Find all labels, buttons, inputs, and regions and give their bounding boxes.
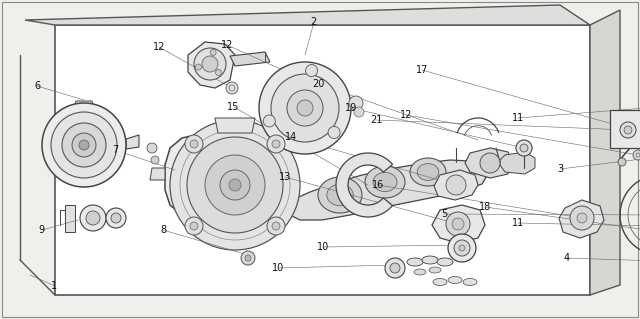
Polygon shape — [590, 10, 620, 295]
Text: 6: 6 — [34, 81, 40, 91]
Circle shape — [454, 240, 470, 256]
Text: 8: 8 — [160, 225, 166, 235]
Circle shape — [80, 205, 106, 231]
Polygon shape — [165, 133, 290, 233]
Polygon shape — [432, 205, 485, 243]
Polygon shape — [188, 42, 235, 88]
Circle shape — [287, 90, 323, 126]
Ellipse shape — [373, 172, 397, 192]
Circle shape — [79, 140, 89, 150]
Circle shape — [170, 120, 300, 250]
Ellipse shape — [318, 177, 362, 213]
Circle shape — [272, 222, 280, 230]
Text: 1: 1 — [51, 280, 58, 291]
Circle shape — [480, 153, 500, 173]
Polygon shape — [74, 101, 94, 107]
Ellipse shape — [429, 267, 441, 273]
Circle shape — [272, 140, 280, 148]
Text: 2: 2 — [310, 17, 317, 27]
Ellipse shape — [417, 164, 439, 181]
Polygon shape — [126, 135, 139, 149]
Polygon shape — [150, 168, 165, 180]
Text: 17: 17 — [416, 64, 429, 75]
Text: 12: 12 — [221, 40, 234, 50]
Text: 12: 12 — [400, 110, 413, 120]
Circle shape — [190, 140, 198, 148]
Text: 21: 21 — [370, 115, 383, 125]
Circle shape — [618, 158, 626, 166]
Text: 15: 15 — [227, 102, 240, 112]
Ellipse shape — [407, 258, 423, 266]
Polygon shape — [230, 52, 270, 66]
Circle shape — [226, 82, 238, 94]
Circle shape — [147, 143, 157, 153]
Circle shape — [185, 135, 203, 153]
Text: 7: 7 — [112, 145, 118, 155]
Circle shape — [86, 211, 100, 225]
Text: 11: 11 — [512, 113, 525, 123]
Polygon shape — [25, 5, 590, 25]
Circle shape — [202, 56, 218, 72]
Circle shape — [271, 74, 339, 142]
Circle shape — [151, 156, 159, 164]
Circle shape — [620, 122, 636, 138]
Circle shape — [245, 255, 251, 261]
Text: 18: 18 — [479, 202, 492, 212]
Text: 11: 11 — [512, 218, 525, 228]
Ellipse shape — [463, 278, 477, 286]
Circle shape — [459, 245, 465, 251]
Circle shape — [190, 222, 198, 230]
Circle shape — [62, 123, 106, 167]
Ellipse shape — [414, 269, 426, 275]
Text: 4: 4 — [563, 253, 570, 263]
Polygon shape — [610, 110, 640, 148]
Polygon shape — [65, 205, 75, 232]
Circle shape — [624, 126, 632, 134]
Circle shape — [448, 234, 476, 262]
Circle shape — [516, 140, 532, 156]
Circle shape — [385, 258, 405, 278]
Ellipse shape — [448, 277, 462, 284]
Text: 10: 10 — [272, 263, 285, 273]
Text: 14: 14 — [285, 132, 298, 142]
Text: 9: 9 — [38, 225, 45, 235]
Circle shape — [111, 213, 121, 223]
Circle shape — [577, 213, 587, 223]
Polygon shape — [215, 118, 255, 133]
Circle shape — [446, 175, 466, 195]
Circle shape — [390, 263, 400, 273]
Circle shape — [328, 126, 340, 138]
Text: 12: 12 — [152, 42, 165, 52]
Polygon shape — [434, 170, 478, 200]
Polygon shape — [500, 152, 535, 174]
Circle shape — [229, 179, 241, 191]
Circle shape — [446, 212, 470, 236]
Ellipse shape — [327, 184, 353, 206]
Circle shape — [259, 62, 351, 154]
Circle shape — [297, 100, 313, 116]
Text: 20: 20 — [312, 78, 325, 89]
Circle shape — [185, 217, 203, 235]
Polygon shape — [55, 25, 590, 295]
Polygon shape — [287, 160, 488, 220]
Polygon shape — [465, 148, 512, 178]
Circle shape — [205, 155, 265, 215]
Circle shape — [42, 103, 126, 187]
Circle shape — [349, 96, 363, 110]
Text: 16: 16 — [371, 180, 384, 190]
Circle shape — [210, 49, 216, 56]
Circle shape — [263, 115, 275, 127]
Circle shape — [187, 137, 283, 233]
Polygon shape — [559, 200, 604, 238]
Circle shape — [51, 112, 117, 178]
Text: 19: 19 — [344, 103, 357, 113]
Polygon shape — [336, 153, 392, 217]
Circle shape — [194, 48, 226, 80]
Ellipse shape — [410, 158, 446, 186]
Text: 3: 3 — [557, 164, 563, 174]
Ellipse shape — [433, 278, 447, 286]
Circle shape — [520, 144, 528, 152]
Ellipse shape — [422, 256, 438, 264]
Circle shape — [633, 150, 640, 160]
